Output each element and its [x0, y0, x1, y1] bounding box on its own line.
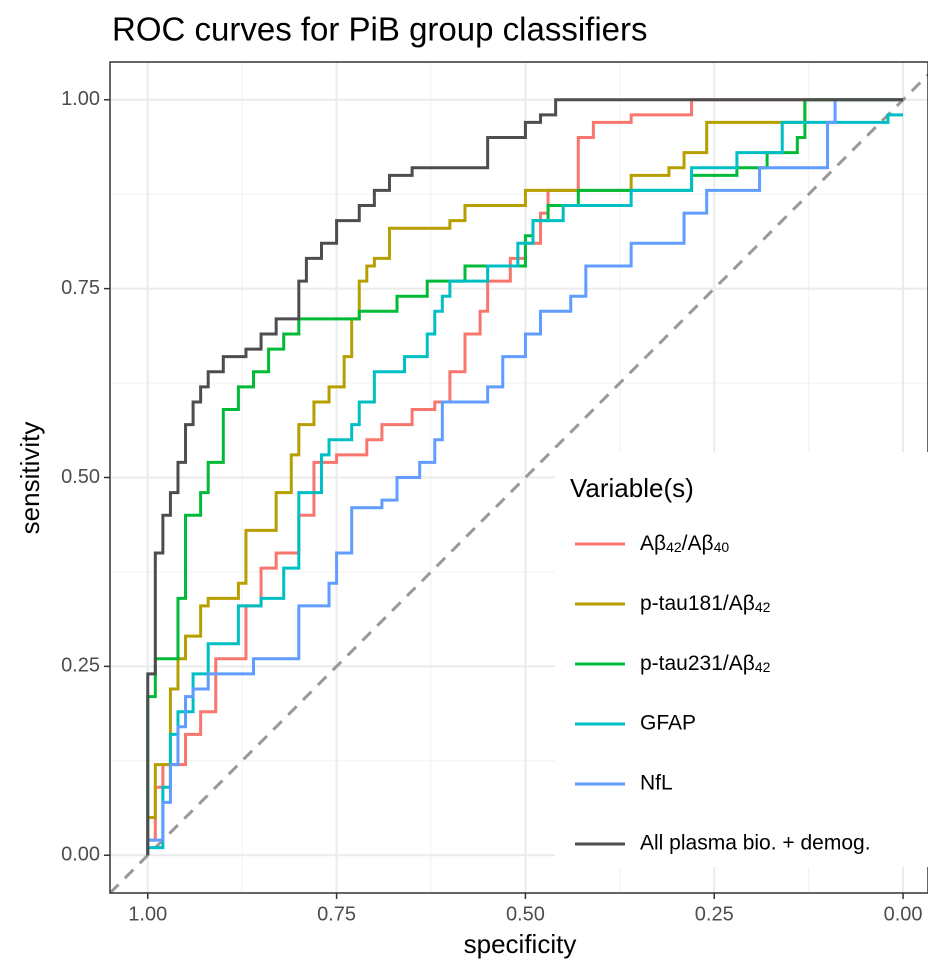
y-tick-label: 0.25 — [61, 655, 100, 677]
y-tick-label: 0.00 — [61, 844, 100, 866]
x-tick-label: 0.25 — [695, 903, 734, 925]
roc-curve — [146, 98, 904, 856]
y-tick-label: 0.50 — [61, 466, 100, 488]
x-tick-label: 0.75 — [317, 903, 356, 925]
roc-curve — [146, 98, 904, 856]
roc-curve — [146, 98, 904, 856]
reference-diagonal — [108, 73, 928, 895]
x-tick-label: 1.00 — [128, 903, 167, 925]
roc-curve — [146, 113, 904, 856]
legend-title: Variable(s) — [570, 473, 694, 503]
legend-background — [555, 452, 928, 867]
roc-curve — [146, 98, 904, 856]
x-tick-label: 0.50 — [506, 903, 545, 925]
x-axis-label: specificity — [464, 929, 577, 959]
legend-label: p-tau181/Aβ42 — [640, 592, 771, 615]
roc-curve — [146, 98, 904, 856]
legend-label: GFAP — [640, 712, 696, 735]
chart-title: ROC curves for PiB group classifiers — [112, 11, 648, 48]
legend-label: All plasma bio. + demog. — [640, 832, 871, 855]
legend-label: p-tau231/Aβ42 — [640, 652, 771, 675]
y-tick-label: 0.75 — [61, 277, 100, 299]
y-axis-label: sensitivity — [15, 422, 45, 535]
legend: Variable(s) Aβ42/Aβ40 p-tau181/Aβ42 p-tau23… — [555, 452, 928, 867]
legend-label: Aβ42/Aβ40 — [640, 532, 729, 555]
y-tick-label: 1.00 — [61, 88, 100, 110]
legend-label: NfL — [640, 772, 673, 795]
panel-border — [109, 61, 928, 894]
x-tick-label: 0.00 — [884, 903, 923, 925]
